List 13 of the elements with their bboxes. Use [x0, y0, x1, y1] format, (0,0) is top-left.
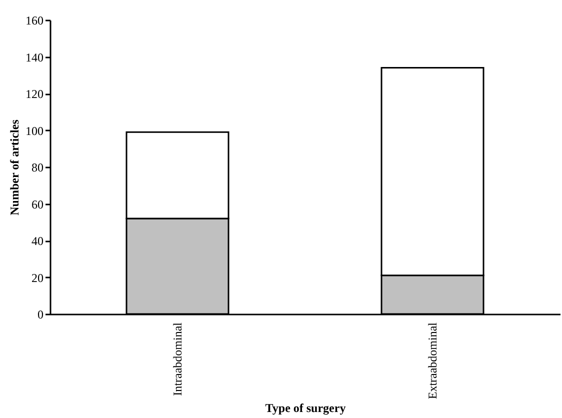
y-tick-label: 140 [26, 50, 44, 64]
y-tick-label: 80 [32, 160, 44, 174]
x-tick-label: Intraabdominal [170, 322, 184, 396]
y-tick-label: 40 [32, 234, 44, 248]
y-tick-label: 100 [26, 124, 44, 138]
y-axis-title: Number of articles [8, 119, 22, 216]
x-tick-label: Extraabdominal [426, 322, 440, 400]
y-tick-label: 20 [32, 270, 44, 285]
x-axis-title: Type of surgery [265, 401, 346, 416]
y-tick-label: 0 [38, 308, 44, 322]
y-tick-label: 120 [26, 87, 44, 101]
y-tick-label: 160 [26, 14, 44, 28]
y-tick-label: 60 [32, 197, 44, 212]
